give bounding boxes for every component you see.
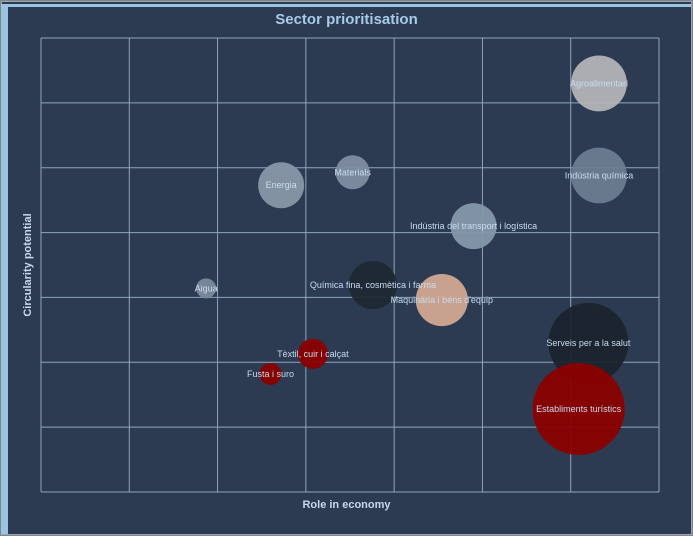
- bubble-label: Maquinària i béns d'equip: [391, 295, 493, 305]
- bubble[interactable]: [348, 261, 398, 310]
- bubble-label: Tèxtil, cuir i calçat: [277, 349, 349, 359]
- bubble-label: Aigua: [195, 283, 218, 293]
- x-axis-label: Role in economy: [302, 499, 391, 511]
- bubble[interactable]: [571, 147, 627, 204]
- bubble[interactable]: [259, 363, 282, 385]
- bubble-label: Fusta i suro: [247, 369, 294, 379]
- bubble-label: Indústria química: [565, 170, 634, 180]
- bubble[interactable]: [335, 155, 370, 190]
- bubble[interactable]: [415, 273, 468, 327]
- left-accent-bar: [1, 6, 8, 534]
- bubble-label: Agroalimentari: [570, 78, 628, 88]
- bubble-label: Serveis per a la salut: [546, 338, 631, 348]
- bubble-label: Energia: [266, 180, 297, 190]
- bubble[interactable]: [548, 302, 629, 383]
- bubble[interactable]: [297, 338, 328, 369]
- top-accent-bar: [1, 4, 691, 7]
- chart-title: Sector prioritisation: [275, 11, 418, 28]
- bubble-label: Establiments turístics: [536, 404, 622, 414]
- bubble[interactable]: [532, 362, 625, 456]
- bubble[interactable]: [196, 278, 217, 299]
- bubble-label: Indústria del transport i logística: [410, 221, 537, 231]
- bubble[interactable]: [571, 55, 627, 112]
- bubble-label: Química fina, cosmètica i farma: [310, 280, 436, 290]
- bubble[interactable]: [450, 203, 497, 250]
- bubble[interactable]: [258, 162, 305, 209]
- bubble-label: Materials: [334, 167, 371, 177]
